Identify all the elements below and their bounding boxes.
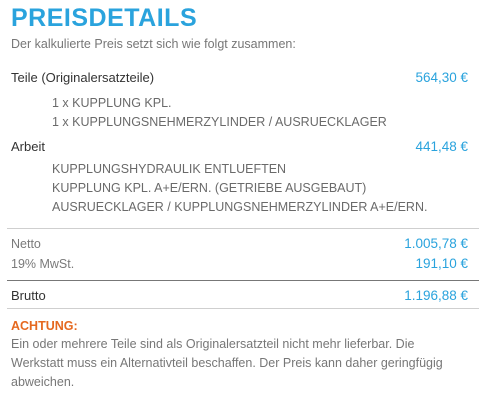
list-item: KUPPLUNGSHYDRAULIK ENTLUEFTEN	[52, 162, 287, 176]
warning-title: ACHTUNG:	[11, 319, 78, 333]
list-item: 1 x KUPPLUNGSNEHMERZYLINDER / AUSRUECKLA…	[52, 115, 387, 129]
divider	[7, 280, 479, 281]
list-item: AUSRUECKLAGER / KUPPLUNGSNEHMERZYLINDER …	[52, 200, 428, 214]
gross-label: Brutto	[11, 288, 46, 303]
parts-label: Teile (Originalersatzteile)	[11, 70, 155, 85]
list-item: KUPPLUNG KPL. A+E/ERN. (GETRIEBE AUSGEBA…	[52, 181, 367, 195]
warning-text: Ein oder mehrere Teile sind als Original…	[11, 337, 443, 389]
list-item: 1 x KUPPLUNG KPL.	[52, 96, 172, 110]
gross-row: Brutto 1.196,88 €	[11, 288, 468, 303]
parts-amount: 564,30 €	[415, 70, 468, 85]
parts-item-list: 1 x KUPPLUNG KPL. 1 x KUPPLUNGSNEHMERZYL…	[52, 94, 387, 132]
page-title: PREISDETAILS	[11, 4, 198, 32]
labor-amount: 441,48 €	[415, 139, 468, 154]
divider	[7, 308, 479, 309]
gross-amount: 1.196,88 €	[404, 288, 468, 303]
divider	[7, 228, 479, 229]
labor-label: Arbeit	[11, 139, 45, 154]
vat-amount: 191,10 €	[415, 256, 468, 271]
net-amount: 1.005,78 €	[404, 236, 468, 251]
vat-row: 19% MwSt. 191,10 €	[11, 256, 468, 271]
page-subtitle: Der kalkulierte Preis setzt sich wie fol…	[11, 37, 296, 51]
net-label: Netto	[11, 237, 41, 251]
parts-row: Teile (Originalersatzteile) 564,30 €	[11, 70, 468, 85]
labor-item-list: KUPPLUNGSHYDRAULIK ENTLUEFTEN KUPPLUNG K…	[52, 160, 427, 217]
vat-label: 19% MwSt.	[11, 257, 75, 271]
labor-row: Arbeit 441,48 €	[11, 139, 468, 154]
net-row: Netto 1.005,78 €	[11, 236, 468, 251]
